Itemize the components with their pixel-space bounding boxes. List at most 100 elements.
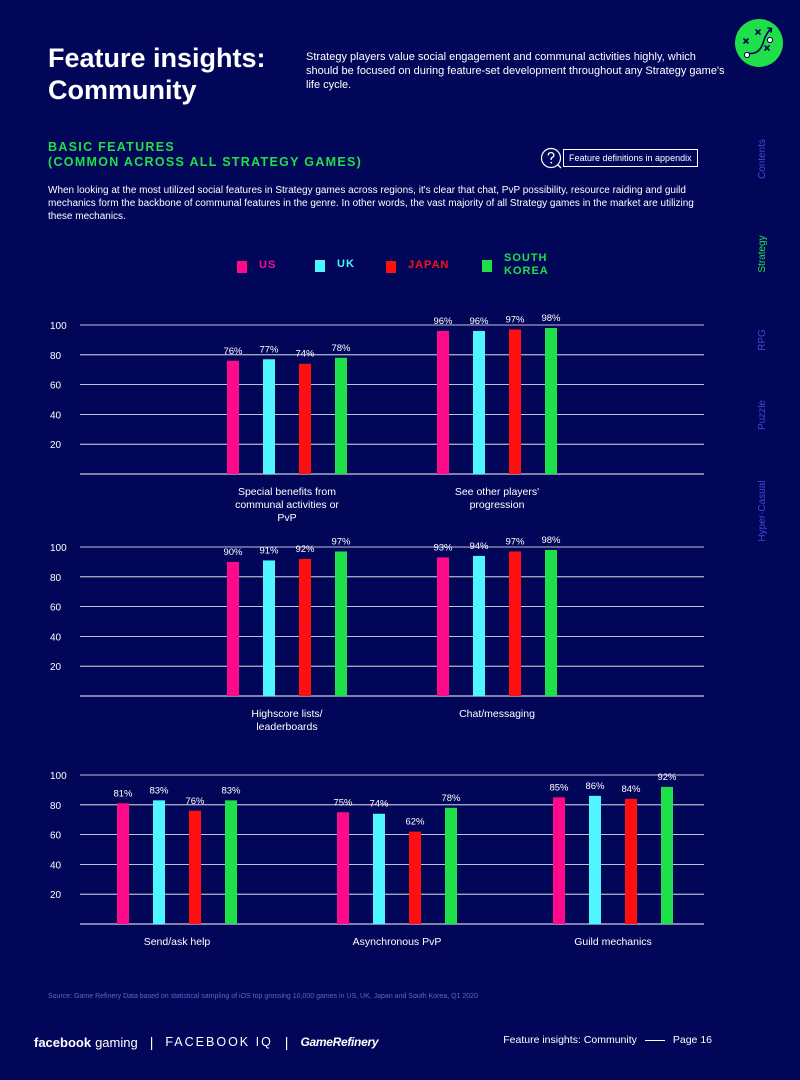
data-label: 90% — [223, 547, 243, 558]
data-label: 76% — [223, 346, 243, 357]
data-label: 83% — [149, 785, 169, 796]
facebook-iq-logo-text: FACEBOOK IQ — [165, 1035, 273, 1049]
bar-south-korea — [545, 327, 557, 474]
data-label: 74% — [369, 799, 389, 810]
data-label: 98% — [541, 535, 561, 546]
y-tick-label: 100 — [50, 543, 67, 554]
bar-south-korea — [225, 800, 237, 924]
legend-item-japan: JAPAN — [386, 259, 449, 273]
category-label: Highscore lists/leaderboards — [251, 708, 322, 733]
strategy-play-icon — [735, 19, 783, 67]
intro-text: Strategy players value social engagement… — [306, 51, 725, 91]
data-label: 81% — [113, 788, 133, 799]
legend-swatch-japan — [386, 261, 396, 273]
y-tick-label: 60 — [50, 603, 62, 614]
legend-item-us: US — [237, 259, 276, 273]
section-heading-line1: BASIC FEATURES — [48, 140, 176, 154]
data-label: 78% — [441, 793, 461, 804]
bar-japan — [625, 798, 637, 924]
divider: | — [149, 1034, 154, 1050]
bar-south-korea — [445, 807, 457, 924]
data-label: 96% — [433, 316, 453, 327]
legend-item-uk: UK — [315, 258, 355, 272]
bar-us — [337, 812, 349, 924]
facebook-logo-text: facebook — [34, 1034, 92, 1050]
footer-brands: facebook gaming | FACEBOOK IQ | GameRefi… — [34, 1034, 379, 1050]
legend-item-south-korea: SOUTH KOREA — [482, 252, 554, 278]
bar-us — [117, 803, 129, 924]
divider: | — [284, 1034, 289, 1050]
legend-label-uk: UK — [337, 258, 355, 270]
y-tick-label: 60 — [50, 831, 62, 842]
data-label: 83% — [221, 785, 241, 796]
category-label: Asynchronous PvP — [353, 936, 442, 948]
data-label: 97% — [331, 536, 351, 547]
legend-swatch-uk — [315, 260, 325, 272]
bar-uk — [153, 800, 165, 924]
bar-japan — [299, 363, 311, 474]
bar-japan — [189, 810, 201, 924]
section-heading: BASIC FEATURES (COMMON ACROSS ALL STRATE… — [48, 140, 362, 170]
category-label: Send/ask help — [144, 936, 211, 948]
section-heading-line2: (COMMON ACROSS ALL STRATEGY GAMES) — [48, 155, 363, 169]
category-label: Guild mechanics — [574, 936, 652, 948]
data-label: 75% — [333, 797, 353, 808]
category-label: Chat/messaging — [459, 708, 535, 720]
y-tick-label: 60 — [50, 381, 62, 392]
data-label: 77% — [259, 344, 279, 355]
category-label: See other players' progression — [455, 486, 539, 511]
bar-japan — [299, 558, 311, 696]
bar-us — [227, 561, 239, 696]
data-label: 96% — [469, 316, 489, 327]
data-label: 62% — [405, 817, 425, 828]
page-footer: Feature insights: Community Page 16 — [503, 1034, 712, 1046]
bar-south-korea — [545, 549, 557, 696]
bar-uk — [589, 795, 601, 924]
bar-us — [437, 557, 449, 696]
y-tick-label: 100 — [50, 321, 67, 332]
bar-south-korea — [661, 786, 673, 924]
data-label: 92% — [657, 772, 677, 783]
data-label: 74% — [295, 349, 315, 360]
data-label: 92% — [295, 544, 315, 555]
data-label: 84% — [621, 784, 641, 795]
bar-japan — [509, 551, 521, 696]
y-tick-label: 80 — [50, 801, 62, 812]
data-label: 78% — [331, 343, 351, 354]
y-tick-label: 80 — [50, 351, 62, 362]
bar-south-korea — [335, 357, 347, 474]
y-tick-label: 20 — [50, 890, 62, 901]
source-note: Source: Game Refinery Data based on stat… — [48, 993, 478, 1000]
category-label: Special benefits from communal activities… — [235, 486, 339, 524]
bar-south-korea — [335, 551, 347, 696]
footer-dash — [644, 1039, 665, 1041]
data-label: 91% — [259, 545, 279, 556]
data-label: 76% — [185, 796, 205, 807]
legend-swatch-south-korea — [482, 260, 492, 272]
legend-label-us: US — [259, 259, 277, 271]
gamerefinery-logo-text: GameRefinery — [300, 1035, 379, 1049]
legend-label-japan: JAPAN — [408, 259, 450, 271]
data-label: 98% — [541, 313, 561, 324]
legend-swatch-us — [237, 261, 247, 273]
data-label: 85% — [549, 782, 569, 793]
question-icon — [540, 147, 562, 169]
bar-japan — [509, 329, 521, 474]
appendix-link[interactable]: Feature definitions in appendix — [540, 147, 698, 169]
data-label: 93% — [433, 542, 453, 553]
footer-section-label: Feature insights: Community — [503, 1034, 637, 1046]
y-tick-label: 20 — [50, 662, 62, 673]
y-tick-label: 80 — [50, 573, 62, 584]
y-tick-label: 40 — [50, 410, 62, 421]
y-tick-label: 100 — [50, 771, 67, 782]
gaming-logo-text: gaming — [95, 1034, 138, 1050]
legend-label-south-korea: SOUTH KOREA — [504, 252, 549, 277]
section-body: When looking at the most utilized social… — [48, 185, 694, 222]
page-number: Page 16 — [672, 1034, 712, 1046]
y-tick-label: 20 — [50, 440, 62, 451]
appendix-label: Feature definitions in appendix — [563, 149, 698, 167]
data-label: 86% — [585, 781, 605, 792]
data-label: 97% — [505, 536, 525, 547]
page-title: Feature insights: Community — [48, 43, 266, 105]
